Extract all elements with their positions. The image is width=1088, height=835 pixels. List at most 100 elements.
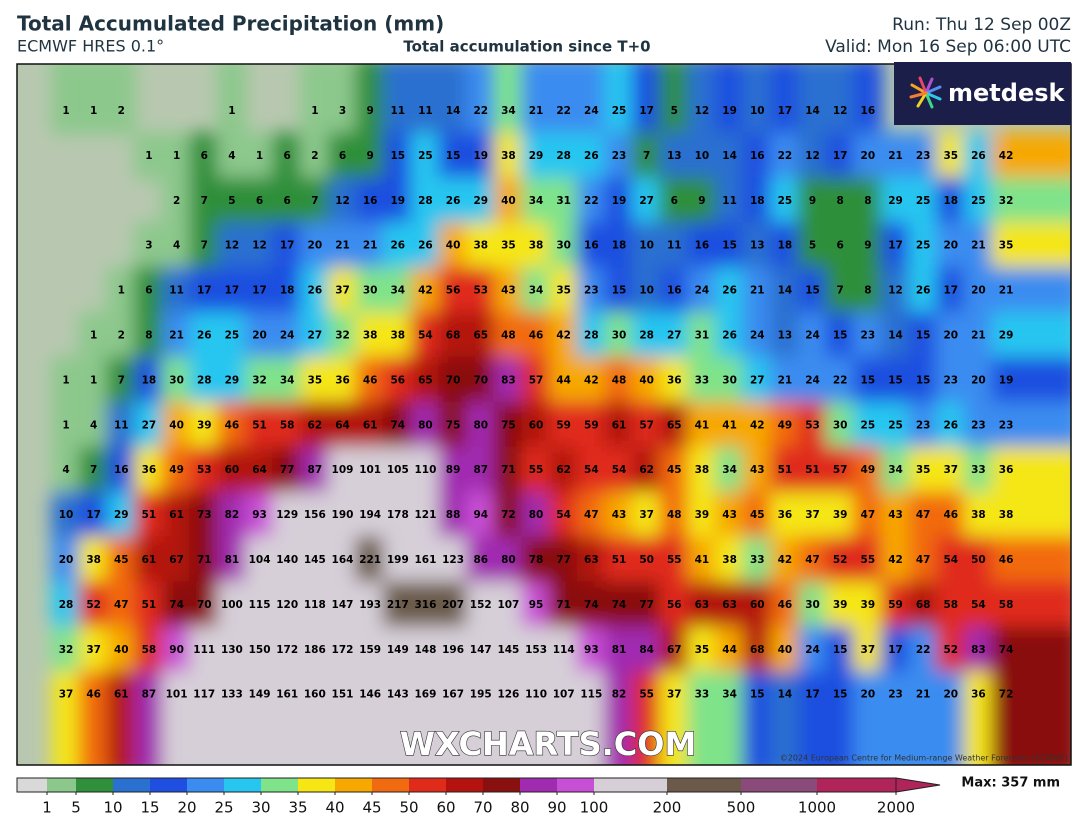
precip-cell [659,132,690,180]
grid-value: 35 [943,150,958,162]
grid-value: 221 [359,554,381,566]
precip-cell [631,491,662,539]
precip-cell [51,446,81,494]
grid-value: 9 [366,150,373,162]
precip-cell [880,401,911,449]
grid-value: 46 [943,509,958,521]
grid-value: 17 [639,105,654,117]
grid-value: 4 [62,464,69,476]
precip-cell [355,222,385,270]
precip-cell [825,671,856,765]
precip-cell [410,626,441,674]
precip-cell [272,446,303,494]
precip-cell [382,491,413,539]
precip-cell [244,671,275,765]
grid-value: 35 [308,374,323,386]
grid-value: 20 [252,330,267,342]
precip-cell [908,446,938,494]
precip-cell [604,401,634,449]
precip-cell [272,222,303,270]
precip-cell [161,356,192,404]
grid-value: 118 [304,599,326,611]
precip-cell [465,267,496,315]
precip-cell [714,222,745,270]
grid-value: 46 [363,374,378,386]
grid-value: 15 [833,689,848,701]
grid-value: 129 [276,509,298,521]
grid-value: 145 [304,554,326,566]
precip-cell [327,222,358,270]
grid-value: 11 [390,105,405,117]
grid-value: 30 [612,330,627,342]
grid-value: 10 [695,150,710,162]
precip-cell [300,222,330,270]
grid-value: 2 [118,330,125,342]
grid-value: 38 [390,330,405,342]
grid-value: 20 [943,689,958,701]
precip-cell [576,491,607,539]
precip-cell [410,356,441,404]
precip-cell [742,356,773,404]
precip-cell [189,446,220,494]
precip-cell [106,491,137,539]
precip-cell [631,626,662,674]
precip-cell [853,671,883,765]
grid-value: 21 [999,285,1014,297]
precip-cell [797,64,828,135]
precip-cell [189,671,220,765]
precip-cell [438,267,468,315]
precip-cell [991,581,1071,629]
precip-cell [382,671,413,765]
precip-cell [244,177,275,225]
grid-value: 38 [529,240,544,252]
grid-value: 27 [142,419,157,431]
precip-cell [714,491,745,539]
grid-value: 46 [999,554,1014,566]
grid-value: 4 [228,150,235,162]
grid-value: 145 [497,644,519,656]
precip-cell [438,671,468,765]
colorbar-segment [409,778,446,792]
precip-cell [991,491,1071,539]
grid-value: 24 [805,374,820,386]
precip-cell [659,446,690,494]
grid-value: 68 [446,330,461,342]
grid-value: 45 [667,464,682,476]
precip-cell [908,581,938,629]
precip-cell [770,222,800,270]
grid-value: 126 [497,689,519,701]
precip-cell [963,401,994,449]
grid-value: 6 [201,150,208,162]
grid-value: 35 [999,240,1014,252]
logo-icon [909,76,942,109]
grid-value: 54 [612,464,627,476]
grid-value: 9 [864,240,871,252]
grid-value: 30 [722,374,737,386]
precip-cell [465,491,496,539]
precip-cell [714,446,745,494]
grid-value: 6 [284,150,291,162]
precip-cell [659,356,690,404]
grid-value: 45 [750,509,765,521]
precip-cell [825,132,856,180]
precip-cell [106,671,137,765]
grid-value: 12 [888,285,903,297]
grid-value: 29 [888,195,903,207]
precip-cell [78,356,109,404]
precip-cell [963,222,994,270]
precip-cell [825,446,856,494]
colorbar-label: 500 [727,799,756,817]
precip-cell [659,177,690,225]
grid-value: 11 [667,240,682,252]
grid-value: 44 [722,644,737,656]
colorbar-label: 25 [214,799,233,817]
grid-value: 28 [556,150,571,162]
precip-cell [825,177,856,225]
precip-cell [161,671,192,765]
precip-cell [134,356,164,404]
precip-cell [382,581,413,629]
grid-value: 42 [584,374,599,386]
precip-cell [410,64,441,135]
grid-value: 115 [249,599,271,611]
grid-value: 62 [556,464,571,476]
